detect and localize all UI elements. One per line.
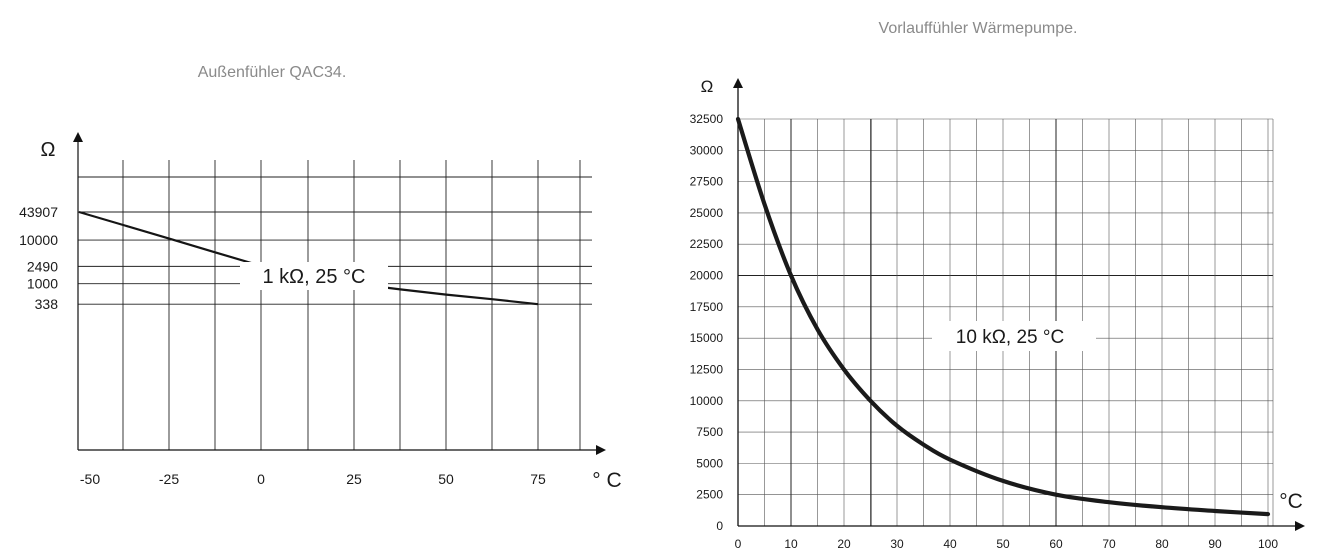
x-tick-label: 30 (890, 537, 904, 551)
y-tick-label: 32500 (690, 112, 724, 126)
x-tick-label: 10 (784, 537, 798, 551)
x-tick-label: -50 (80, 471, 100, 487)
y-tick-label: 2500 (696, 488, 723, 502)
x-tick-label: 50 (438, 471, 454, 487)
y-axis-unit: Ω (701, 77, 714, 96)
x-tick-label: 25 (346, 471, 362, 487)
x-tick-label: 100 (1258, 537, 1278, 551)
x-axis-unit: °C (1279, 490, 1303, 513)
y-tick-label: 25000 (690, 206, 724, 220)
y-tick-label: 2490 (27, 258, 58, 274)
x-tick-label: 80 (1155, 537, 1169, 551)
y-tick-label: 20000 (690, 269, 724, 283)
annotation-background (240, 262, 388, 290)
x-tick-label: 75 (530, 471, 546, 487)
y-tick-label: 1000 (27, 276, 58, 292)
x-tick-label: 0 (735, 537, 742, 551)
x-tick-label: -25 (159, 471, 179, 487)
y-axis-unit: Ω (41, 139, 56, 161)
x-tick-label: 60 (1049, 537, 1063, 551)
y-tick-label: 5000 (696, 456, 723, 470)
x-tick-label: 90 (1208, 537, 1222, 551)
y-tick-label: 17500 (690, 300, 724, 314)
x-tick-label: 70 (1102, 537, 1116, 551)
y-tick-label: 43907 (19, 204, 58, 220)
x-tick-label: 0 (257, 471, 265, 487)
y-tick-label: 12500 (690, 362, 724, 376)
y-tick-label: 10000 (690, 394, 724, 408)
y-tick-label: 0 (716, 519, 723, 533)
chart-flow-sensor: Vorlauffühler Wärmepumpe. 0 2500 5000 7500 10… (690, 20, 1305, 551)
series-line (78, 210, 539, 306)
y-tick-label: 338 (35, 296, 59, 312)
annotation-label: 10 kΩ, 25 °C (956, 327, 1064, 348)
annotation-background (932, 321, 1096, 351)
y-tick-label: 30000 (690, 143, 724, 157)
chart-title: Vorlauffühler Wärmepumpe. (879, 20, 1078, 37)
chart-outdoor-sensor: Außenfühler QAC34. 43907 10000 2490 1000 338 -… (19, 64, 622, 492)
x-tick-label: 20 (837, 537, 851, 551)
y-tick-label: 27500 (690, 175, 724, 189)
y-tick-label: 22500 (690, 237, 724, 251)
y-tick-label: 7500 (696, 425, 723, 439)
x-tick-label: 50 (996, 537, 1010, 551)
annotation-label: 1 kΩ, 25 °C (263, 266, 366, 288)
x-tick-label: 40 (943, 537, 957, 551)
series-line (735, 116, 1271, 517)
y-tick-label: 10000 (19, 232, 58, 248)
x-axis-unit: ° C (592, 469, 621, 492)
y-tick-label: 15000 (690, 331, 724, 345)
chart-title: Außenfühler QAC34. (198, 64, 347, 81)
